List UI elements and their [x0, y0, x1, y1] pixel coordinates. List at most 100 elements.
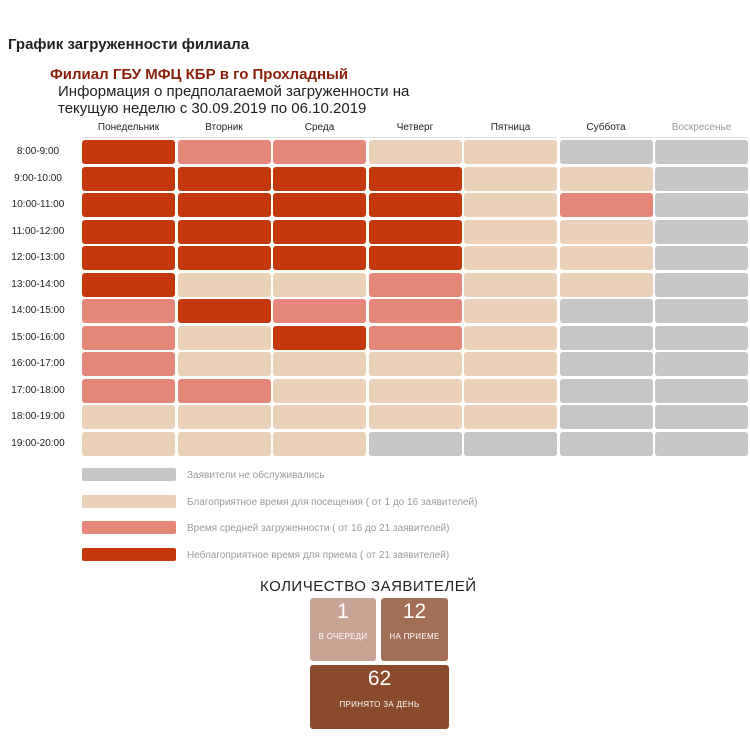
load-cell — [464, 219, 557, 244]
load-cell — [273, 405, 366, 429]
load-cell — [464, 140, 557, 164]
load-cell — [273, 166, 366, 191]
info-line-1: Информация о предполагаемой загруженност… — [58, 83, 410, 100]
load-cell — [368, 140, 462, 164]
load-cell — [368, 405, 462, 429]
time-slot-label: 12:00-13:00 — [11, 252, 65, 263]
load-cell — [464, 431, 557, 456]
load-cell — [655, 140, 748, 164]
legend-label: Время средней загруженности ( от 16 до 2… — [187, 523, 450, 534]
load-cell — [177, 140, 271, 164]
load-cell — [368, 299, 462, 323]
day-header-divider — [177, 137, 271, 138]
load-cell — [368, 378, 462, 403]
load-cell — [177, 405, 271, 429]
load-cell — [559, 431, 653, 456]
time-slot-label: 9:00-10:00 — [14, 172, 62, 184]
day-header: Воскресенье — [671, 122, 732, 133]
load-cell — [368, 325, 462, 350]
legend-swatch — [82, 547, 176, 561]
load-cell — [464, 378, 557, 403]
load-cell — [559, 405, 653, 429]
load-cell — [464, 166, 557, 191]
load-cell — [273, 352, 366, 376]
daily-counter: 62 ПРИНЯТО ЗА ДЕНЬ — [310, 665, 449, 729]
daily-count: 62 — [367, 667, 392, 690]
queue-count: 1 — [337, 600, 349, 623]
load-cell — [464, 352, 557, 376]
time-slot-label: 10:00-11:00 — [11, 199, 65, 210]
load-cell — [655, 219, 748, 244]
load-cell — [559, 193, 653, 217]
load-cell — [177, 352, 271, 376]
legend-label: Благоприятное время для посещения ( от 1… — [187, 496, 478, 508]
load-cell — [368, 166, 462, 191]
load-cell — [82, 166, 175, 191]
load-cell — [559, 219, 653, 244]
counters-title: КОЛИЧЕСТВО ЗАЯВИТЕЛЕЙ — [260, 578, 477, 595]
reception-count: 12 — [402, 600, 427, 623]
time-slot-label: 18:00-19:00 — [11, 411, 65, 422]
load-cell — [177, 166, 271, 191]
time-slot-label: 15:00-16:00 — [11, 331, 65, 343]
load-cell — [559, 352, 653, 376]
load-cell — [655, 246, 748, 270]
load-cell — [82, 193, 175, 217]
load-cell — [368, 272, 462, 297]
load-cell — [655, 325, 748, 350]
day-header: Четверг — [396, 122, 434, 133]
load-cell — [655, 299, 748, 323]
load-cell — [464, 325, 557, 350]
load-cell — [177, 299, 271, 323]
load-cell — [464, 272, 557, 297]
load-cell — [655, 431, 748, 456]
time-slot-label: 13:00-14:00 — [11, 278, 65, 290]
load-cell — [559, 246, 653, 270]
legend-swatch — [82, 494, 176, 508]
load-cell — [655, 352, 748, 376]
time-slot-label: 8:00-9:00 — [16, 146, 60, 157]
load-cell — [177, 378, 271, 403]
load-cell — [82, 299, 175, 323]
load-cell — [559, 299, 653, 323]
load-cell — [655, 405, 748, 429]
load-cell — [464, 299, 557, 323]
load-cell — [177, 193, 271, 217]
legend-swatch — [82, 521, 176, 534]
queue-label: В ОЧЕРЕДИ — [318, 632, 368, 641]
load-cell — [82, 352, 175, 376]
day-header: Вторник — [205, 122, 243, 133]
load-cell — [368, 219, 462, 244]
time-slot-label: 19:00-20:00 — [11, 437, 65, 449]
day-header: Пятница — [490, 122, 531, 133]
load-cell — [368, 246, 462, 270]
time-slot-label: 11:00-12:00 — [11, 225, 65, 237]
load-cell — [464, 246, 557, 270]
load-cell — [559, 272, 653, 297]
load-cell — [273, 378, 366, 403]
load-cell — [559, 166, 653, 191]
time-slot-label: 16:00-17:00 — [11, 358, 65, 369]
day-header-divider — [655, 137, 748, 138]
load-cell — [464, 193, 557, 217]
load-cell — [82, 431, 175, 456]
load-cell — [82, 246, 175, 270]
time-slot-label: 14:00-15:00 — [11, 305, 65, 316]
load-cell — [368, 352, 462, 376]
legend-label: Заявители не обслуживались — [187, 470, 325, 481]
branch-title: Филиал ГБУ МФЦ КБР в го Прохладный — [50, 66, 349, 83]
reception-label: НА ПРИЕМЕ — [389, 632, 440, 641]
load-cell — [273, 140, 366, 164]
load-cell — [655, 193, 748, 217]
load-cell — [464, 405, 557, 429]
load-cell — [273, 431, 366, 456]
page-title: График загруженности филиала — [8, 36, 250, 53]
day-header-divider — [464, 137, 557, 138]
load-cell — [177, 219, 271, 244]
reception-counter: 12 НА ПРИЕМЕ — [381, 598, 448, 661]
queue-counter: 1 В ОЧЕРЕДИ — [310, 598, 376, 661]
load-cell — [273, 219, 366, 244]
day-header: Понедельник — [97, 122, 160, 133]
legend-swatch — [82, 468, 176, 481]
load-cell — [655, 166, 748, 191]
